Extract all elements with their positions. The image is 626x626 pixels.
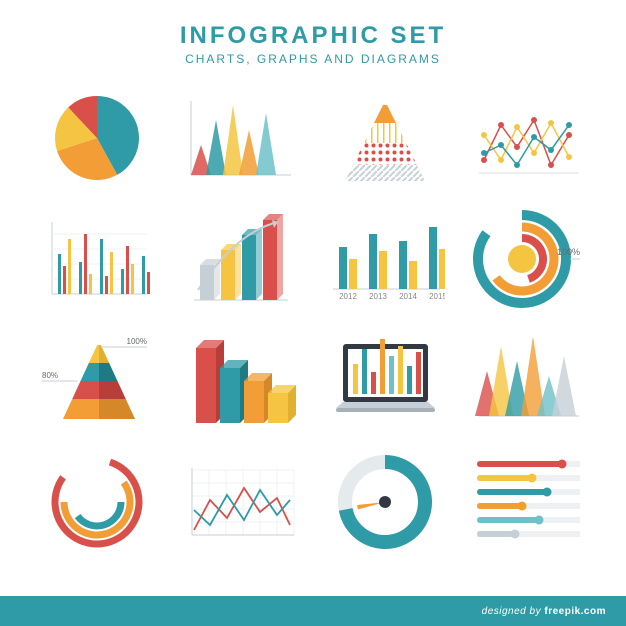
footer-prefix: designed by <box>482 606 545 617</box>
chart-pyramid-layers: 100% 80% <box>32 327 162 435</box>
svg-text:80%: 80% <box>42 371 58 380</box>
chart-grid: 2012 2013 2014 2015 100% 100% 80% 100% <box>0 76 626 566</box>
chart-multiline <box>464 84 594 192</box>
chart-gridline <box>176 449 306 557</box>
svg-text:100%: 100% <box>556 247 579 257</box>
chart-pyramid-pattern <box>320 84 450 192</box>
svg-text:2015: 2015 <box>429 292 445 301</box>
chart-year-bars: 2012 2013 2014 2015 <box>320 206 450 314</box>
chart-laptop <box>320 327 450 435</box>
chart-hbars <box>464 449 594 557</box>
svg-text:2014: 2014 <box>399 292 417 301</box>
chart-3d-bars <box>176 206 306 314</box>
svg-text:100%: 100% <box>127 337 147 346</box>
chart-triangles <box>176 84 306 192</box>
svg-text:100%: 100% <box>371 551 399 552</box>
chart-arcs <box>32 449 162 557</box>
footer-brand: freepik.com <box>544 606 606 617</box>
svg-text:2012: 2012 <box>339 292 357 301</box>
svg-text:2013: 2013 <box>369 292 387 301</box>
footer: designed by freepik.com <box>0 596 626 626</box>
footer-text: designed by freepik.com <box>482 606 606 617</box>
chart-gauge: 100% <box>320 449 450 557</box>
chart-peaks <box>464 327 594 435</box>
header: INFOGRAPHIC SET CHARTS, GRAPHS AND DIAGR… <box>0 0 626 76</box>
chart-cubes <box>176 327 306 435</box>
chart-pie <box>32 84 162 192</box>
page-title: INFOGRAPHIC SET <box>0 22 626 50</box>
chart-thin-bars <box>32 206 162 314</box>
chart-radial: 100% <box>464 206 594 314</box>
page-subtitle: CHARTS, GRAPHS AND DIAGRAMS <box>0 52 626 66</box>
